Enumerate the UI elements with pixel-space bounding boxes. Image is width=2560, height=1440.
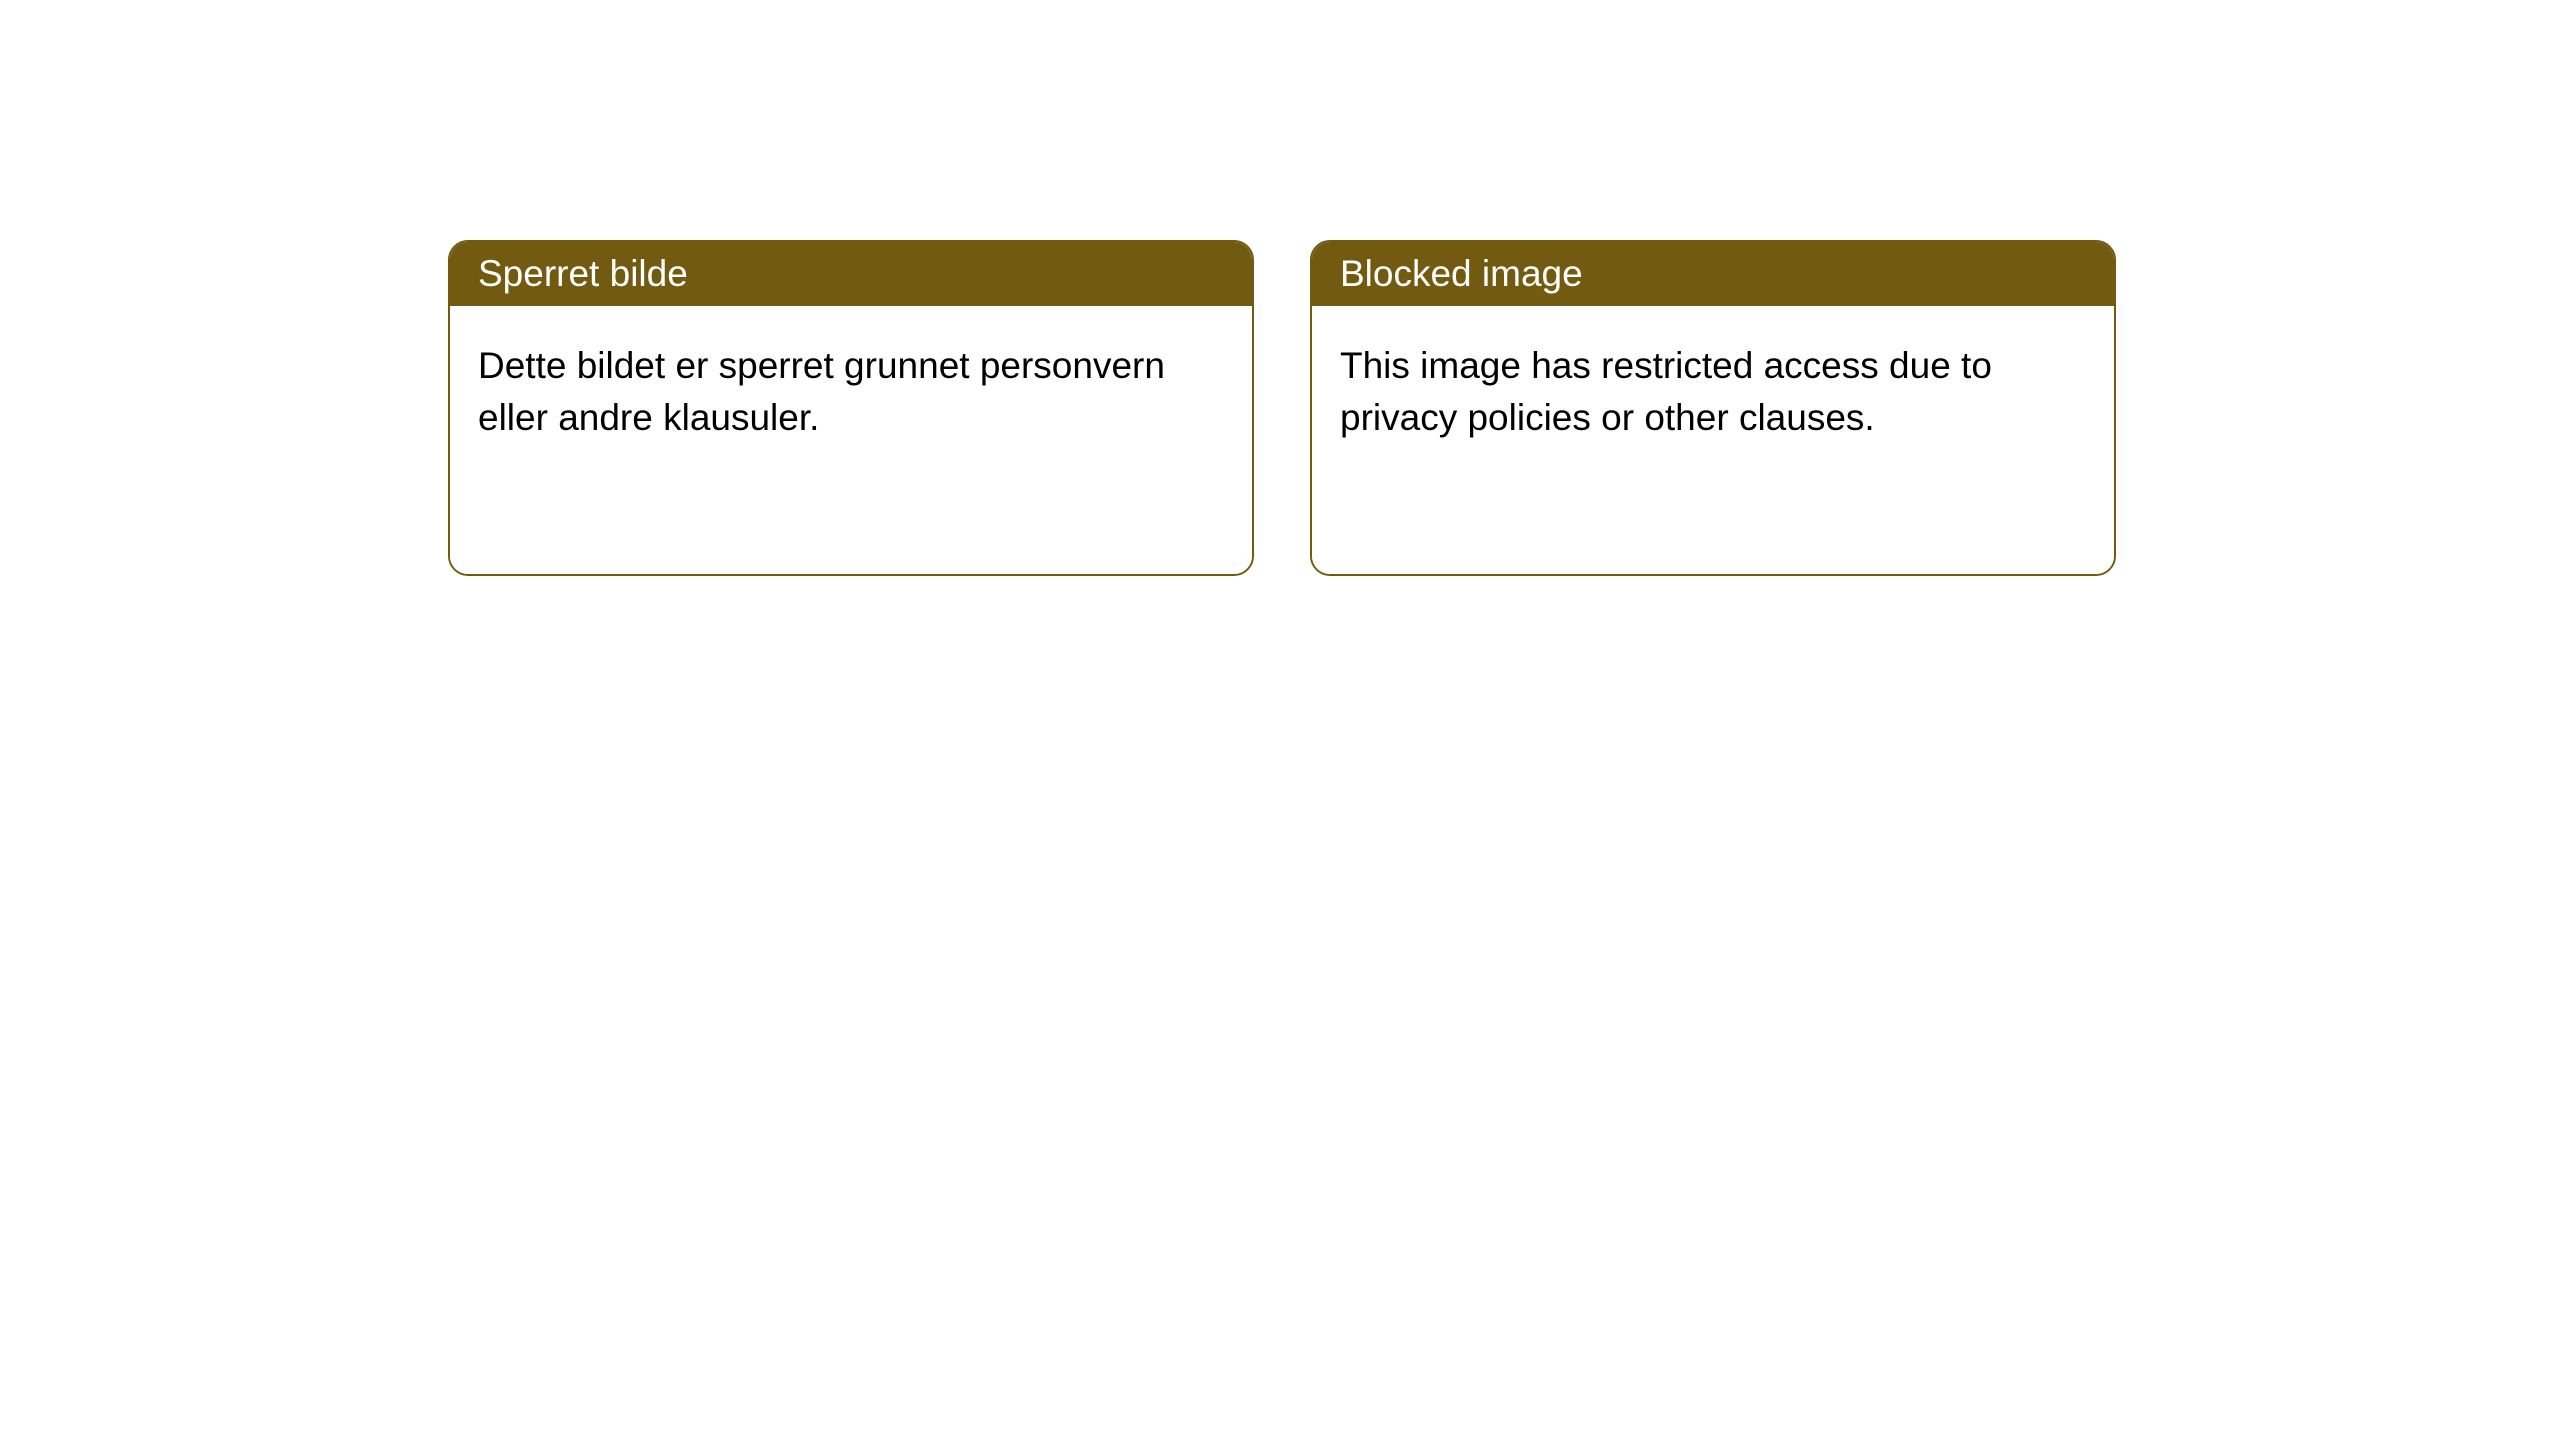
card-body-text: Dette bildet er sperret grunnet personve… <box>478 345 1165 438</box>
cards-container: Sperret bilde Dette bildet er sperret gr… <box>0 0 2560 576</box>
blocked-image-card-en: Blocked image This image has restricted … <box>1310 240 2116 576</box>
card-title: Blocked image <box>1340 253 1583 294</box>
card-body: Dette bildet er sperret grunnet personve… <box>450 306 1252 574</box>
blocked-image-card-no: Sperret bilde Dette bildet er sperret gr… <box>448 240 1254 576</box>
card-header: Blocked image <box>1312 242 2114 306</box>
card-body: This image has restricted access due to … <box>1312 306 2114 574</box>
card-body-text: This image has restricted access due to … <box>1340 345 1992 438</box>
card-header: Sperret bilde <box>450 242 1252 306</box>
card-title: Sperret bilde <box>478 253 688 294</box>
